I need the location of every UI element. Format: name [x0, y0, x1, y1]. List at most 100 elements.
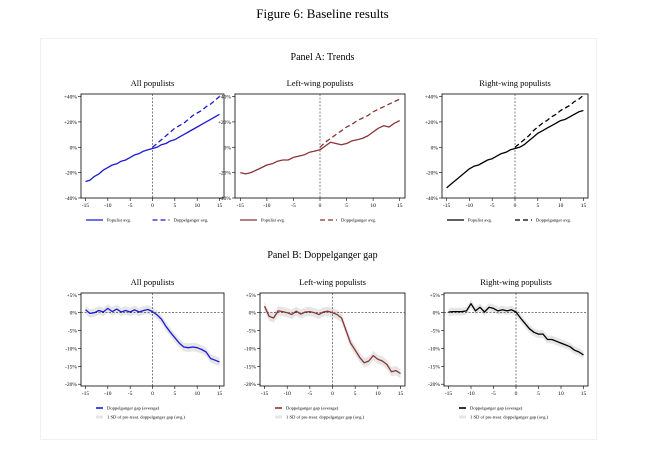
chart-3-ytick-label: -40% — [426, 196, 438, 202]
chart-5-ytick-label: +5% — [246, 293, 257, 299]
chart-5-xtick-label: -5 — [308, 391, 313, 397]
chart-6-ytick-label: -5% — [431, 329, 441, 335]
chart-2-xtick-label: 15 — [397, 203, 403, 209]
panel-b-title: Panel B: Doppelganger gap — [267, 250, 378, 261]
chart-3-series-2-line — [514, 94, 584, 148]
chart-5-ytick-label: 0% — [249, 311, 257, 317]
chart-1-xtick-label: -15 — [82, 203, 90, 209]
chart-6-xtick-label: 0 — [515, 391, 518, 397]
chart-3-ytick-label: 0% — [431, 145, 439, 151]
chart-2-ytick-label: +20% — [218, 120, 232, 126]
chart-1-series-2-line — [152, 96, 220, 148]
chart-2-series-2-line — [319, 98, 400, 148]
chart-6-xtick-label: -5 — [491, 391, 496, 397]
chart-6-legend-label-1: Doppelganger gap (average) — [470, 406, 523, 411]
chart-1-ytick-label: -40% — [65, 196, 77, 202]
chart-3-xtick-label: -10 — [466, 203, 474, 209]
chart-1-xtick-label: 15 — [217, 203, 223, 209]
panel-a-title: Panel A: Trends — [290, 52, 355, 63]
chart-5-legend-label-2: 1 SD of pre-treat. doppelganger gap (avg… — [286, 415, 365, 420]
chart-1-xtick-label: 10 — [194, 203, 200, 209]
chart-6-xtick-label: 5 — [537, 391, 540, 397]
chart-2-series-1-line — [240, 120, 400, 175]
chart-6-series-1-line — [448, 303, 584, 356]
chart-4-sd-band — [85, 304, 220, 367]
chart-3-title: Right-wing populists — [479, 78, 551, 88]
chart-3-legend-label-2: Doppelganger avg. — [536, 218, 571, 223]
chart-4-title: All populists — [131, 277, 175, 287]
chart-2-ytick-label: -40% — [219, 196, 231, 202]
chart-3-xtick-label: 15 — [581, 203, 587, 209]
chart-5-ytick-label: -10% — [244, 346, 256, 352]
chart-4-xtick-label: -5 — [128, 391, 133, 397]
chart-3-legend-label-1: Populist avg. — [468, 218, 492, 223]
chart-3-xtick-label: 5 — [536, 203, 539, 209]
chart-6-xtick-label: -15 — [445, 391, 453, 397]
chart-5-xtick-label: 5 — [354, 391, 357, 397]
chart-6-ytick-label: -20% — [428, 382, 440, 388]
chart-4-ytick-label: -15% — [65, 364, 77, 370]
chart-2-legend-label-2: Doppelganger avg. — [341, 218, 376, 223]
chart-1-legend-label-2: Doppelganger avg. — [174, 218, 209, 223]
chart-5-legend-swatch-2 — [275, 415, 282, 419]
chart-4-xtick-label: -15 — [82, 391, 90, 397]
chart-6-ytick-label: 0% — [433, 311, 441, 317]
chart-2-xtick-label: -10 — [263, 203, 271, 209]
chart-2-xtick-label: 5 — [345, 203, 348, 209]
chart-5-ytick-label: -15% — [244, 364, 256, 370]
chart-5-xtick-label: 15 — [398, 391, 404, 397]
chart-4-xtick-label: -10 — [104, 391, 112, 397]
chart-5-sd-band — [264, 301, 401, 379]
chart-3-ytick-label: +40% — [425, 95, 439, 101]
chart-1-legend-label-1: Populist avg. — [107, 218, 131, 223]
chart-5-xtick-label: -15 — [261, 391, 269, 397]
chart-4-xtick-label: 5 — [173, 391, 176, 397]
chart-1-ytick-label: +40% — [64, 95, 78, 101]
chart-4-ytick-label: -10% — [65, 346, 77, 352]
chart-2-xtick-label: -15 — [237, 203, 245, 209]
chart-4-legend-label-1: Doppelganger gap (average) — [107, 406, 160, 411]
chart-5-xtick-label: -10 — [284, 391, 292, 397]
chart-4-xtick-label: 15 — [217, 391, 223, 397]
chart-3-ytick-label: -20% — [426, 171, 438, 177]
chart-4-series-1-line — [85, 307, 220, 363]
figure-title: Figure 6: Baseline results — [256, 6, 389, 21]
chart-1-ytick-label: -20% — [65, 171, 77, 177]
chart-1-series-1-line — [85, 113, 220, 183]
chart-2-xtick-label: -5 — [291, 203, 296, 209]
chart-4-ytick-label: 0% — [70, 311, 78, 317]
chart-3-ytick-label: +20% — [425, 120, 439, 126]
chart-2-ytick-label: 0% — [224, 145, 232, 151]
chart-6-xtick-label: 10 — [558, 391, 564, 397]
chart-4-legend-label-2: 1 SD of pre-treat. doppelganger gap (avg… — [107, 415, 186, 420]
chart-3-series-1-line — [446, 109, 584, 189]
chart-1-title: All populists — [131, 78, 175, 88]
chart-4-ytick-label: -5% — [68, 329, 78, 335]
chart-3-xtick-label: 10 — [558, 203, 564, 209]
chart-2-ytick-label: +40% — [218, 95, 232, 101]
chart-3-xtick-label: -5 — [490, 203, 495, 209]
chart-6-ytick-label: +5% — [430, 293, 441, 299]
chart-6-ytick-label: -10% — [428, 346, 440, 352]
chart-4-xtick-label: 0 — [151, 391, 154, 397]
chart-2-title: Left-wing populists — [287, 78, 354, 88]
chart-4-legend-swatch-2 — [96, 415, 103, 419]
chart-5-xtick-label: 10 — [375, 391, 381, 397]
chart-5-ytick-label: -20% — [244, 382, 256, 388]
chart-5-xtick-label: 0 — [331, 391, 334, 397]
chart-1-xtick-label: 0 — [151, 203, 154, 209]
chart-1-xtick-label: -10 — [104, 203, 112, 209]
chart-5-ytick-label: -5% — [247, 329, 257, 335]
chart-1-xtick-label: 5 — [173, 203, 176, 209]
chart-5-title: Left-wing populists — [299, 277, 366, 287]
chart-2-legend-label-1: Populist avg. — [261, 218, 285, 223]
chart-6-legend-label-2: 1 SD of pre-treat. doppelganger gap (avg… — [470, 415, 549, 420]
chart-2-xtick-label: 10 — [370, 203, 376, 209]
chart-6-xtick-label: -10 — [467, 391, 475, 397]
chart-1-ytick-label: 0% — [70, 145, 78, 151]
chart-4-ytick-label: +5% — [67, 293, 78, 299]
chart-5-series-1-line — [263, 305, 401, 375]
chart-4-ytick-label: -20% — [65, 382, 77, 388]
chart-1-ytick-label: +20% — [64, 120, 78, 126]
